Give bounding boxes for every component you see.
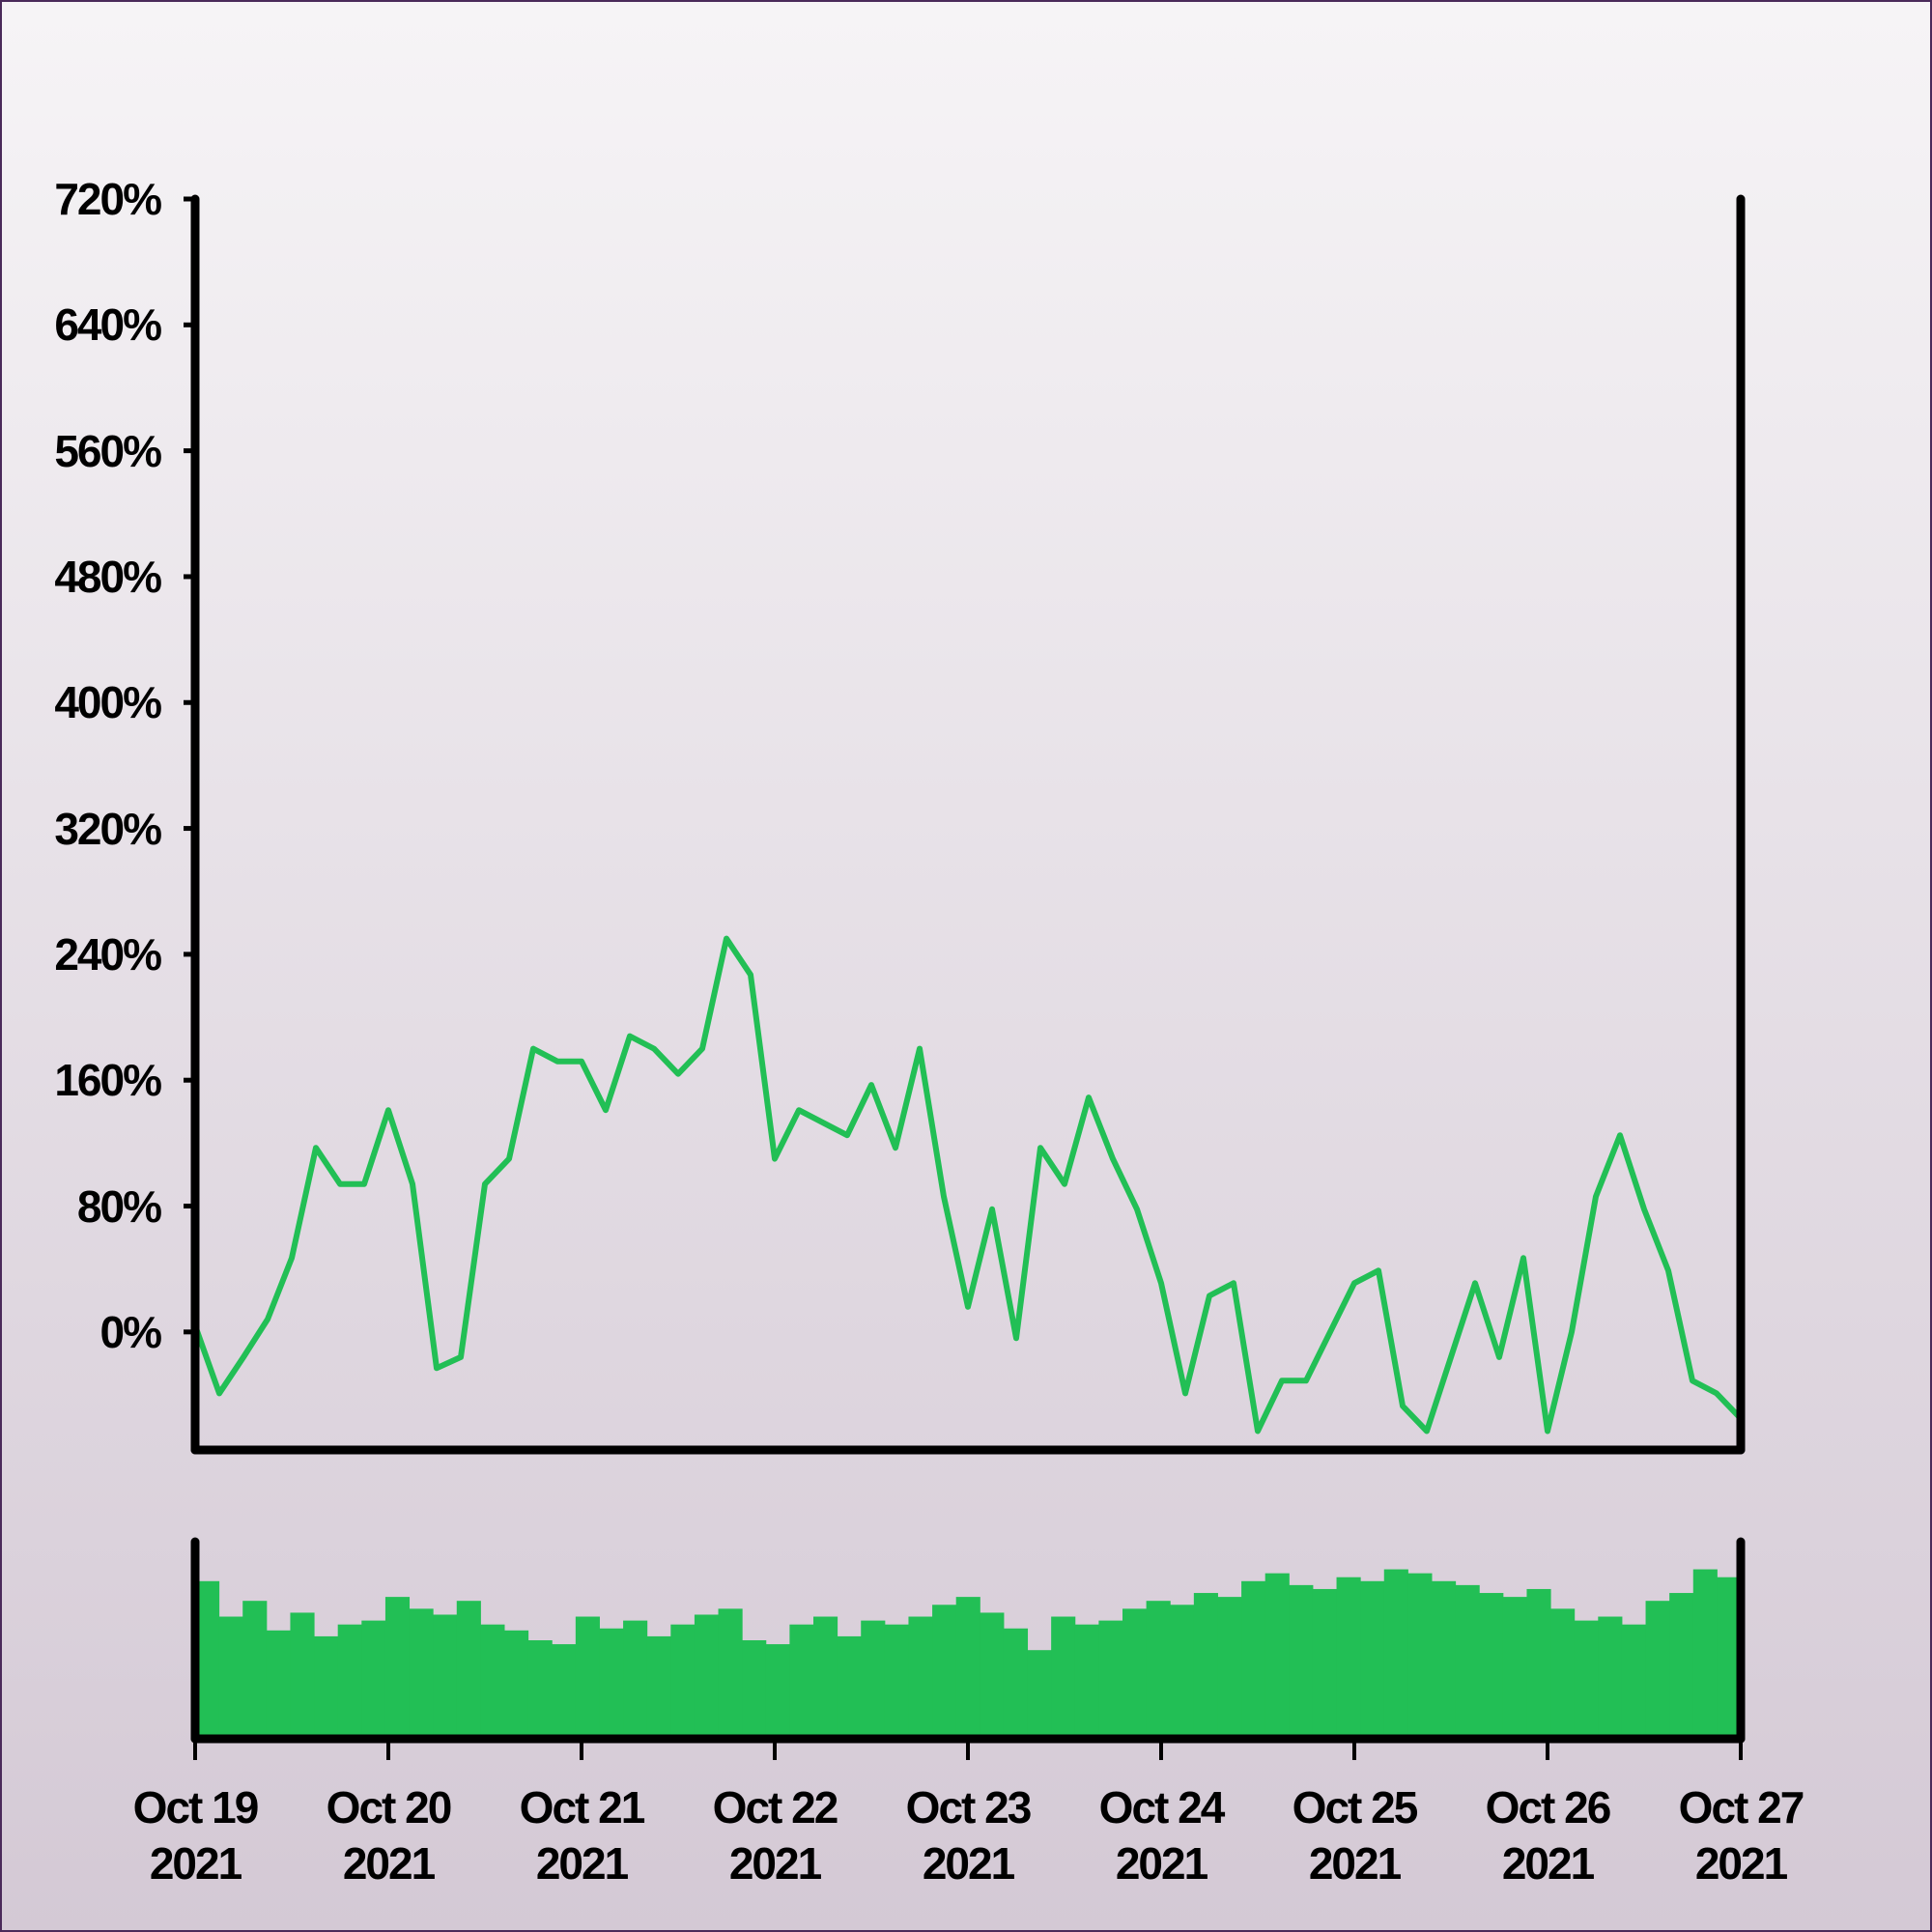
volume-bar <box>1193 1593 1218 1739</box>
x-tick-label: Oct 20 2021 <box>326 1782 453 1889</box>
volume-bar <box>504 1630 529 1739</box>
y-tick-label: 80% <box>76 1180 162 1232</box>
volume-bar <box>1098 1620 1123 1739</box>
volume-bar <box>242 1601 268 1739</box>
volume-bar <box>266 1630 291 1739</box>
volume-bar <box>1455 1584 1480 1739</box>
volume-bar <box>1574 1620 1599 1739</box>
volume-bar <box>1502 1597 1527 1739</box>
volume-bar <box>337 1624 362 1739</box>
volume-bar <box>1645 1601 1670 1739</box>
y-tick-label: 640% <box>54 299 162 351</box>
volume-bar <box>1432 1580 1457 1739</box>
y-tick-label: 400% <box>54 677 162 728</box>
volume-bar <box>1669 1593 1694 1739</box>
volume-bar <box>765 1644 790 1739</box>
y-tick-label: 0% <box>99 1306 163 1357</box>
volume-bar <box>409 1608 434 1739</box>
volume-bar <box>575 1616 600 1739</box>
x-tick-label: Oct 21 2021 <box>519 1782 646 1889</box>
y-tick-label: 720% <box>54 174 162 224</box>
volume-bar <box>456 1601 481 1739</box>
volume-bar <box>1312 1588 1338 1739</box>
volume-bar <box>1360 1580 1385 1739</box>
volume-bar <box>884 1624 909 1739</box>
volume-bar <box>1479 1593 1504 1739</box>
volume-bar <box>1692 1569 1718 1739</box>
volume-bar <box>1027 1650 1052 1739</box>
volume-bar <box>837 1635 862 1739</box>
x-tick-label: Oct 24 2021 <box>1098 1782 1226 1889</box>
volume-bar <box>384 1597 411 1739</box>
volume-bar <box>480 1624 505 1739</box>
volume-bar <box>314 1635 339 1739</box>
x-tick-label: Oct 27 2021 <box>1678 1782 1805 1889</box>
volume-bar <box>1289 1584 1314 1739</box>
volume-bar <box>1550 1608 1576 1739</box>
volume-bar <box>623 1620 648 1739</box>
volume-bar <box>1170 1605 1195 1739</box>
y-tick-label: 320% <box>54 803 162 854</box>
y-tick-label: 560% <box>54 425 162 476</box>
y-tick-label: 480% <box>54 551 162 602</box>
volume-bar <box>1003 1628 1029 1739</box>
volume-bar <box>955 1597 980 1739</box>
volume-bar <box>1122 1608 1148 1739</box>
price-line <box>192 935 1744 1435</box>
volume-bar <box>813 1616 838 1739</box>
volume-bar <box>1264 1573 1290 1739</box>
volume-bar <box>1407 1573 1433 1739</box>
volume-bar <box>718 1608 743 1739</box>
volume-bar <box>527 1640 553 1739</box>
volume-bar <box>1383 1569 1408 1739</box>
volume-bar <box>1621 1624 1647 1739</box>
volume-bar <box>1074 1624 1099 1739</box>
volume-bar <box>1598 1616 1623 1739</box>
volume-bar <box>861 1620 886 1739</box>
y-tick-label: 160% <box>54 1055 162 1106</box>
volume-bar <box>1217 1597 1242 1739</box>
x-tick-label: Oct 22 2021 <box>712 1782 839 1889</box>
volume-bar <box>1146 1601 1171 1739</box>
volume-bar <box>742 1640 767 1739</box>
volume-bar <box>290 1612 315 1739</box>
volume-bar <box>1336 1577 1361 1739</box>
volume-bar <box>670 1624 696 1739</box>
volume-bar <box>908 1616 933 1739</box>
volume-bar <box>433 1614 458 1739</box>
volume-bar <box>218 1616 243 1739</box>
volume-bar <box>552 1644 577 1739</box>
volume-bar <box>932 1605 957 1739</box>
x-tick-label: Oct 26 2021 <box>1485 1782 1612 1889</box>
volume-bar <box>1241 1580 1266 1739</box>
volume-bar <box>1526 1588 1551 1739</box>
volume-bar <box>599 1628 624 1739</box>
volume-bar <box>789 1624 814 1739</box>
x-tick-label: Oct 19 2021 <box>132 1782 260 1889</box>
volume-bar <box>646 1635 671 1739</box>
volume-bar <box>361 1620 386 1739</box>
y-tick-label: 240% <box>54 928 162 980</box>
volume-bar <box>1051 1616 1076 1739</box>
x-tick-label: Oct 23 2021 <box>905 1782 1033 1889</box>
volume-bar <box>980 1612 1005 1739</box>
volume-bar <box>694 1614 720 1739</box>
x-tick-label: Oct 25 2021 <box>1292 1782 1419 1889</box>
